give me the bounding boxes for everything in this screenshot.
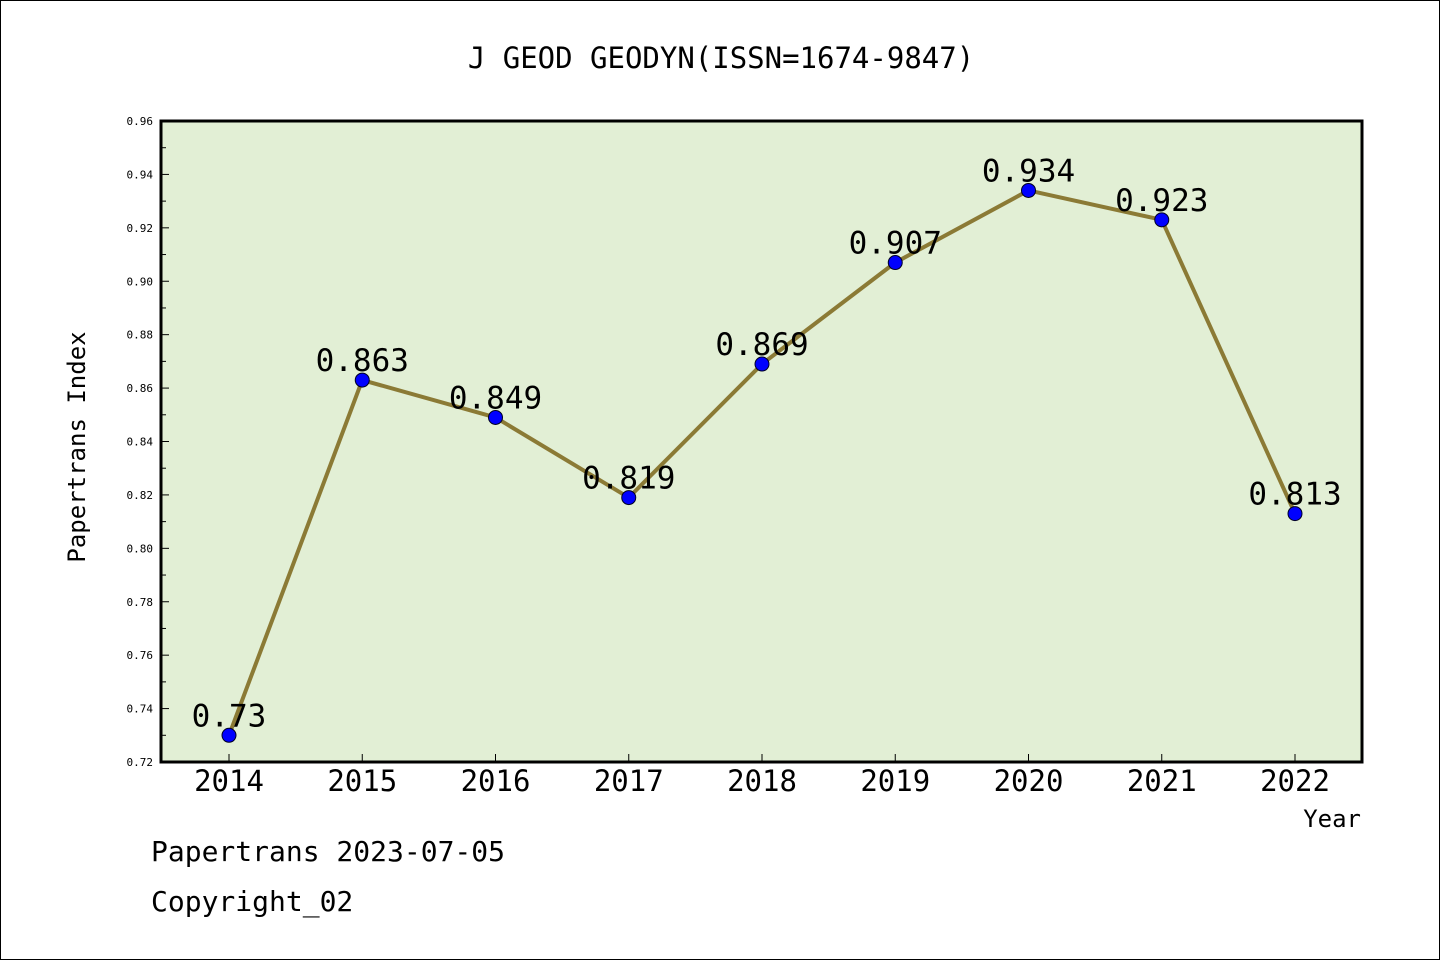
data-point — [1154, 212, 1170, 228]
data-point — [221, 727, 237, 743]
data-label: 0.863 — [316, 343, 409, 379]
y-tick-label: 0.74 — [127, 703, 154, 716]
plot-area — [159, 119, 1364, 764]
y-tick-label: 0.72 — [127, 756, 154, 769]
y-tick-label: 0.78 — [127, 596, 154, 609]
y-tick-label: 0.96 — [127, 115, 154, 128]
data-label: 0.869 — [715, 327, 808, 363]
data-point — [621, 490, 637, 506]
footer-copyright: Copyright_02 — [151, 885, 354, 918]
x-tick-label: 2016 — [461, 764, 531, 798]
y-tick-label: 0.90 — [127, 275, 154, 288]
data-point — [354, 372, 370, 388]
x-axis-label: Year — [1303, 805, 1361, 833]
y-tick-label: 0.82 — [127, 489, 154, 502]
y-tick-label: 0.94 — [127, 168, 154, 181]
data-label: 0.819 — [582, 461, 675, 497]
data-label: 0.73 — [192, 698, 267, 734]
x-axis: 2014 2015 2016 2017 2018 2019 2020 2021 2022 — [194, 754, 1330, 798]
y-axis-label: Papertrans Index — [63, 331, 91, 562]
y-tick-label: 0.92 — [127, 222, 154, 235]
chart-title: J GEOD GEODYN(ISSN=1674-9847) — [468, 41, 974, 75]
x-tick-label: 2020 — [994, 764, 1064, 798]
data-label: 0.907 — [849, 226, 942, 262]
x-tick-label: 2015 — [327, 764, 397, 798]
data-label: 0.849 — [449, 380, 542, 416]
data-point — [488, 409, 503, 425]
y-tick-label: 0.80 — [127, 542, 154, 555]
x-tick-label: 2014 — [194, 764, 264, 798]
data-point — [887, 255, 903, 271]
y-tick-label: 0.88 — [127, 329, 154, 342]
x-tick-label: 2021 — [1127, 764, 1197, 798]
x-tick-label: 2017 — [594, 764, 664, 798]
x-tick-label: 2018 — [727, 764, 797, 798]
y-tick-label: 0.84 — [127, 436, 154, 449]
data-label: 0.923 — [1115, 183, 1208, 219]
data-label: 0.934 — [982, 153, 1075, 189]
data-point — [1021, 182, 1036, 198]
series-line: 0.73 0.863 0.849 0.819 0.869 0.907 0.934 0.923 0… — [192, 153, 1342, 743]
x-tick-label: 2022 — [1260, 764, 1330, 798]
footer-date: Papertrans 2023-07-05 — [151, 835, 506, 868]
y-tick-label: 0.86 — [127, 382, 154, 395]
data-point — [1287, 506, 1303, 522]
x-tick-label: 2019 — [860, 764, 930, 798]
data-label: 0.813 — [1248, 477, 1341, 513]
data-point — [754, 356, 770, 372]
y-tick-label: 0.76 — [127, 649, 154, 662]
y-axis: 0.72 0.74 0.76 0.78 0.80 0.82 0.84 0.86 0.88 0.90… — [127, 115, 169, 769]
